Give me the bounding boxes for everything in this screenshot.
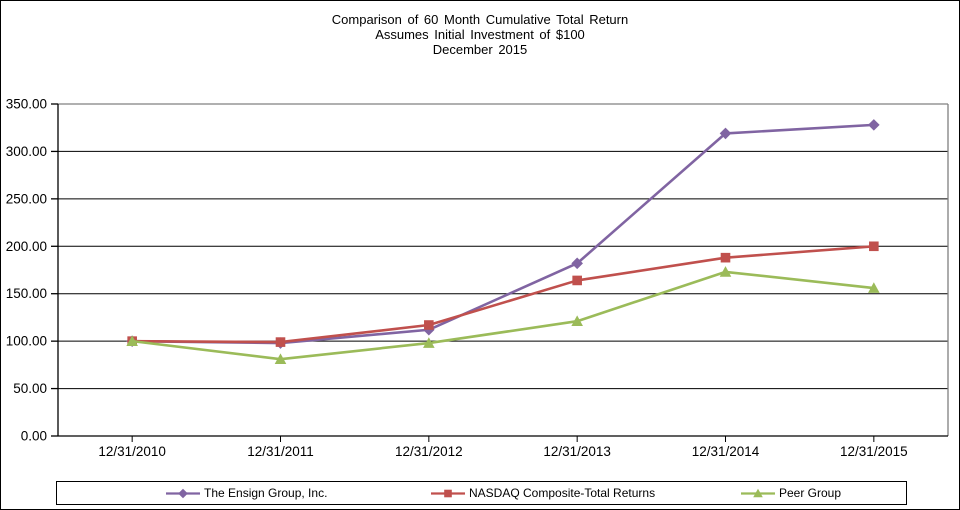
chart-title-block: Comparison of 60 Month Cumulative Total … [1, 12, 959, 57]
legend-swatch-nasdaq-icon [431, 489, 465, 497]
series-line-2 [132, 270, 874, 361]
x-tick-label: 12/31/2013 [543, 444, 611, 459]
legend-label-peer-group: Peer Group [779, 486, 842, 500]
legend: The Ensign Group, Inc. NASDAQ Composite-… [56, 481, 907, 505]
series-line-1 [132, 244, 874, 344]
legend-swatch-ensign-icon [166, 488, 200, 498]
x-tick-label: 12/31/2014 [692, 444, 760, 459]
y-tick-label: 350.00 [6, 97, 47, 112]
series-line-0 [132, 123, 874, 345]
legend-item-nasdaq-composite: NASDAQ Composite-Total Returns [430, 482, 655, 504]
y-tick-label: 300.00 [6, 144, 47, 159]
y-tick-label: 100.00 [6, 334, 47, 349]
y-tick-label: 0.00 [21, 429, 47, 444]
y-tick-label: 250.00 [6, 191, 47, 206]
y-tick-label: 50.00 [13, 381, 47, 396]
legend-label-nasdaq-composite: NASDAQ Composite-Total Returns [469, 486, 656, 500]
legend-item-ensign-group: The Ensign Group, Inc. [165, 482, 327, 504]
x-tick-label: 12/31/2012 [395, 444, 463, 459]
legend-item-peer-group: Peer Group [740, 482, 841, 504]
chart-title: Comparison of 60 Month Cumulative Total … [331, 12, 629, 27]
chart-date-label: December 2015 [432, 42, 528, 57]
y-tick-label: 200.00 [6, 239, 47, 254]
x-tick-label: 12/31/2015 [840, 444, 908, 459]
y-tick-label: 150.00 [6, 286, 47, 301]
legend-swatch-peer-group-icon [741, 488, 775, 497]
x-tick-label: 12/31/2011 [247, 444, 314, 459]
legend-label-ensign-group: The Ensign Group, Inc. [204, 486, 328, 500]
x-tick-label: 12/31/2010 [98, 444, 166, 459]
chart-subtitle: Assumes Initial Investment of $100 [375, 27, 585, 42]
